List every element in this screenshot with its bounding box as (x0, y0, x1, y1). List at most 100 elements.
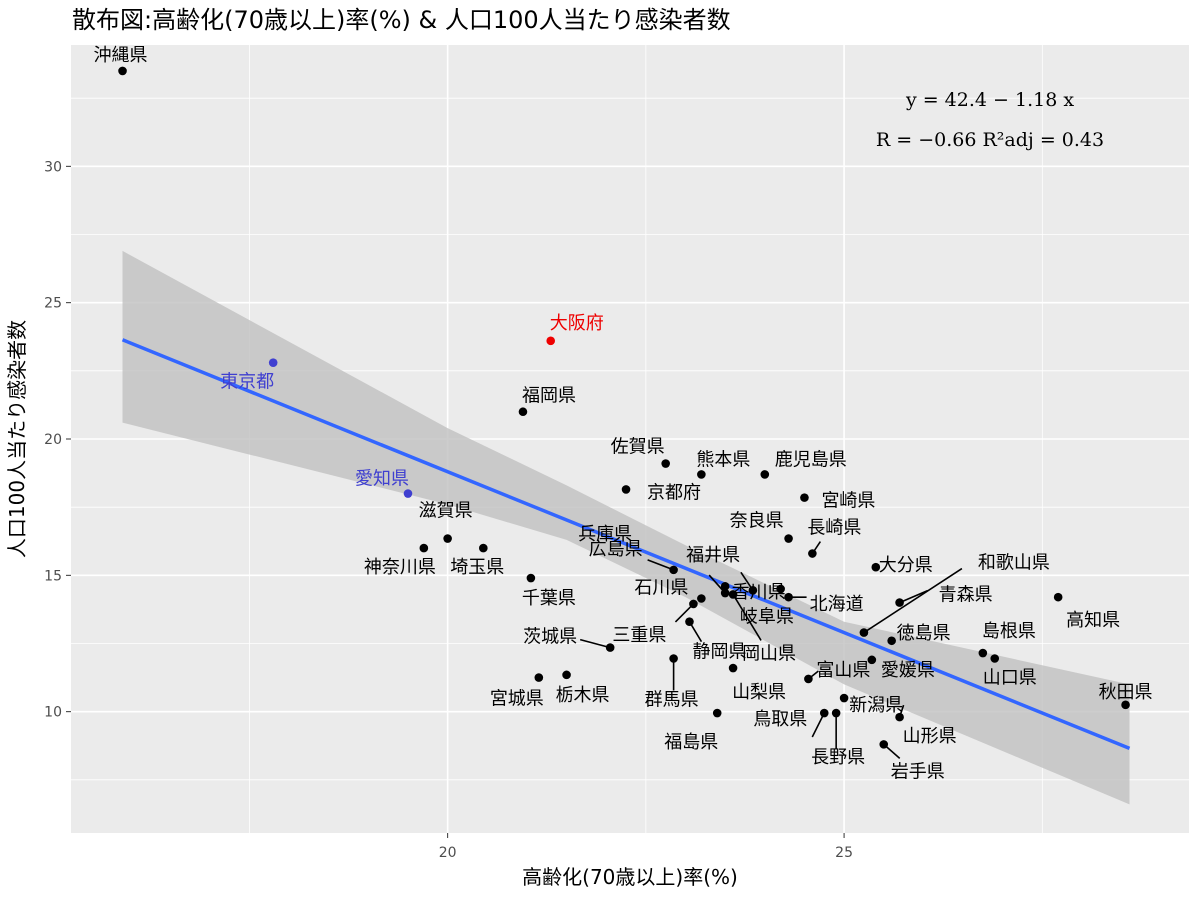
point-静岡県 (685, 617, 694, 626)
point-秋田県 (1121, 700, 1130, 710)
label-leader (732, 594, 762, 641)
point-label: 鹿児島県 (775, 449, 847, 470)
point-大分県 (871, 562, 881, 572)
point-宮崎県 (800, 493, 809, 502)
point-label: 愛媛県 (881, 660, 935, 681)
point-栃木県 (562, 670, 571, 680)
label-leader (863, 567, 963, 634)
point-label: 茨城県 (523, 627, 577, 648)
point-label: 佐賀県 (611, 437, 665, 458)
point-label: 宮城県 (490, 689, 544, 710)
point-label: 青森県 (939, 585, 993, 606)
point-北海道 (784, 592, 793, 602)
point-label: 福岡県 (522, 386, 576, 407)
y-tick-label: 30 (44, 159, 62, 175)
point-label: 長崎県 (807, 518, 861, 539)
point-label: 山梨県 (732, 682, 786, 703)
point-label: 大阪府 (550, 313, 604, 334)
x-tick-label: 20 (439, 845, 457, 861)
point-富山県 (804, 674, 813, 684)
point-label: 東京都 (220, 372, 274, 393)
point-愛媛県 (867, 655, 877, 665)
point-label: 岐阜県 (740, 606, 794, 627)
y-tick-label: 25 (44, 296, 62, 312)
point-長崎県 (808, 549, 817, 558)
point-label: 神奈川県 (364, 557, 436, 578)
point-和歌山県 (859, 628, 869, 637)
x-axis-ticks: 20 25 (439, 833, 853, 861)
point-長野県 (831, 708, 841, 718)
point-鹿児島県 (760, 470, 770, 479)
point-label: 山形県 (903, 726, 957, 747)
point-京都府 (621, 485, 631, 494)
point-鳥取県 (819, 708, 829, 718)
y-tick-label: 10 (44, 705, 62, 721)
point-label: 秋田県 (1099, 682, 1153, 703)
point-宮城県 (534, 673, 544, 682)
label-leader (579, 638, 611, 649)
point-label: 富山県 (816, 660, 870, 681)
point-岩手県 (879, 740, 889, 749)
point-徳島県 (887, 636, 896, 646)
point-label: 福島県 (664, 732, 718, 753)
regression-stats: R = −0.66 R²adj = 0.43 (876, 129, 1104, 151)
point-福島県 (712, 708, 722, 718)
label-leader (899, 589, 928, 604)
point-群馬県 (669, 654, 678, 663)
point-兵庫県 (720, 581, 730, 591)
point-label: 大分県 (879, 555, 933, 576)
point-新潟県 (839, 693, 849, 703)
point-山形県 (895, 712, 904, 722)
point-神奈川県 (419, 543, 429, 553)
point-青森県 (895, 598, 904, 607)
point-高知県 (1053, 592, 1063, 602)
point-label: 埼玉県 (450, 557, 504, 578)
point-label: 滋賀県 (419, 501, 473, 522)
y-tick-label: 20 (44, 432, 62, 448)
y-tick-label: 15 (44, 568, 62, 584)
point-山梨県 (728, 663, 738, 673)
point-label: 広島県 (589, 539, 643, 560)
point-三重県 (689, 599, 698, 609)
point-label: 香川県 (732, 582, 786, 603)
point-茨城県 (605, 643, 615, 652)
point-label: 徳島県 (897, 623, 951, 644)
point-label: 宮崎県 (821, 491, 875, 512)
point-label: 島根県 (982, 621, 1036, 642)
point-沖縄県 (118, 66, 127, 76)
point-滋賀県 (443, 534, 452, 543)
point-奈良県 (784, 534, 793, 543)
point-東京都 (268, 358, 278, 367)
point-熊本県 (697, 470, 706, 479)
point-label: 熊本県 (696, 449, 750, 470)
point-label: 群馬県 (645, 689, 699, 710)
point-label: 新潟県 (849, 695, 903, 716)
point-label: 北海道 (810, 594, 864, 615)
point-label: 愛知県 (355, 469, 409, 490)
point-千葉県 (526, 573, 536, 583)
regression-equation: y = 42.4 − 1.18 x (905, 89, 1074, 111)
label-leader (647, 559, 674, 571)
point-山口県 (990, 654, 1000, 663)
x-tick-label: 25 (835, 845, 853, 861)
point-label: 和歌山県 (978, 553, 1050, 574)
point-label: 三重県 (612, 625, 666, 646)
point-label: 岡山県 (742, 643, 796, 664)
point-label: 山口県 (983, 667, 1037, 688)
point-label: 千葉県 (522, 588, 576, 609)
regression-line (121, 338, 1131, 751)
point-広島県 (669, 565, 678, 575)
point-埼玉県 (479, 543, 488, 553)
point-label: 沖縄県 (94, 45, 148, 66)
point-岐阜県 (748, 586, 758, 595)
point-岡山県 (728, 590, 738, 599)
point-大阪府 (546, 336, 556, 346)
point-佐賀県 (661, 459, 670, 468)
point-label: 岩手県 (891, 761, 945, 782)
point-label: 高知県 (1066, 610, 1120, 631)
chart-title: 散布図:高齢化(70歳以上)率(%) & 人口100人当たり感染者数 (72, 6, 731, 34)
point-label: 京都府 (647, 482, 701, 503)
label-leader (811, 712, 825, 738)
